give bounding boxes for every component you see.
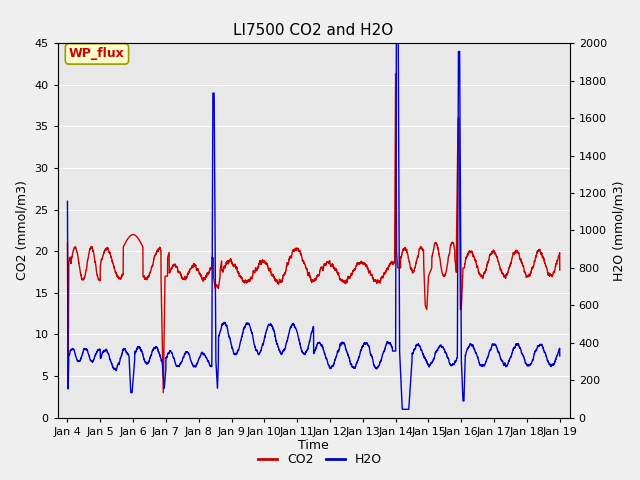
Y-axis label: H2O (mmol/m3): H2O (mmol/m3) (612, 180, 625, 281)
Title: LI7500 CO2 and H2O: LI7500 CO2 and H2O (234, 23, 394, 38)
X-axis label: Time: Time (298, 439, 329, 453)
Text: WP_flux: WP_flux (69, 48, 125, 60)
Y-axis label: CO2 (mmol/m3): CO2 (mmol/m3) (16, 180, 29, 280)
Legend: CO2, H2O: CO2, H2O (253, 448, 387, 471)
